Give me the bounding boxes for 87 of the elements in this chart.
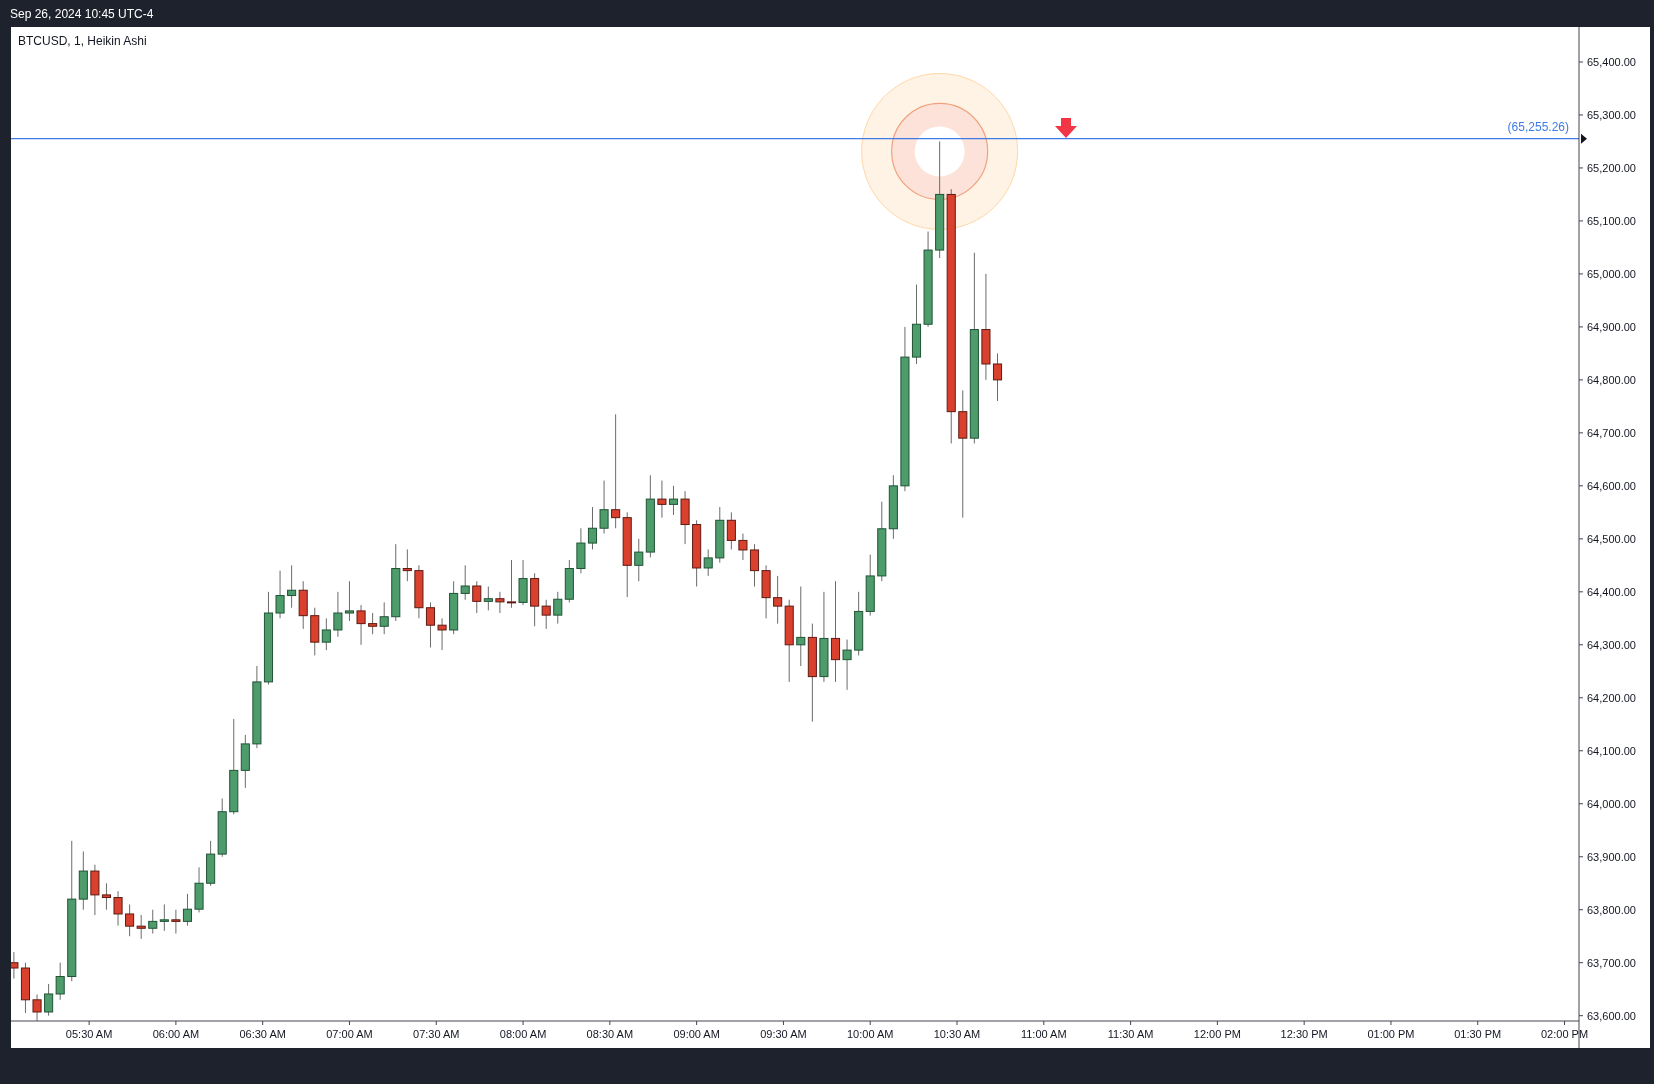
candlestick: [136, 914, 146, 940]
y-tick-label: 63,600.00: [1587, 1009, 1636, 1022]
x-tick-label: 10:30 AM: [933, 1028, 981, 1040]
candlestick: [703, 548, 713, 577]
candlestick: [842, 639, 852, 691]
candlestick: [749, 543, 760, 588]
candlestick: [437, 617, 447, 651]
x-tick-label: 07:30 AM: [413, 1028, 460, 1040]
chart-subtitle: Sep 26, 2024 10:45 UTC-4: [10, 7, 154, 21]
ref-line-label: (65,255.26): [1507, 119, 1569, 134]
candlestick: [541, 599, 551, 630]
candlestick: [90, 864, 100, 916]
y-tick-label: 65,100.00: [1587, 214, 1636, 227]
candlestick: [483, 586, 493, 611]
y-tick-label: 63,900.00: [1587, 850, 1636, 863]
x-tick-label: 11:00 AM: [1020, 1028, 1067, 1040]
x-tick-label: 01:00 PM: [1367, 1028, 1415, 1040]
y-tick-label: 64,500.00: [1587, 532, 1636, 545]
y-tick-label: 64,000.00: [1587, 797, 1636, 810]
y-tick-label: 65,400.00: [1587, 55, 1636, 68]
x-tick-label: 12:30 PM: [1280, 1028, 1328, 1040]
candlestick: [796, 586, 806, 667]
y-tick-label: 64,700.00: [1587, 426, 1636, 439]
y-tick-label: 64,300.00: [1587, 638, 1636, 651]
y-tick-label: 64,800.00: [1587, 373, 1636, 386]
candlestick: [738, 533, 748, 561]
x-tick-label: 01:30 PM: [1454, 1028, 1502, 1040]
candlestick: [113, 890, 123, 927]
candlestick: [830, 580, 841, 683]
candlestick: [171, 909, 181, 935]
candlestick: [599, 480, 609, 535]
y-tick-label: 63,800.00: [1587, 903, 1636, 916]
candlestick: [657, 480, 667, 519]
candlestick: [379, 601, 389, 635]
y-tick-label: 64,100.00: [1587, 744, 1636, 757]
y-tick-label: 65,000.00: [1587, 267, 1636, 280]
y-tick-label: 65,300.00: [1587, 108, 1636, 121]
candlestick: [634, 538, 644, 582]
y-tick-label: 64,200.00: [1587, 691, 1636, 704]
candlestick: [148, 909, 158, 935]
candlestick: [275, 570, 285, 619]
candlestick: [32, 994, 42, 1021]
candlestick: [611, 413, 621, 529]
candlestick: [125, 903, 135, 937]
candlestick: [495, 591, 505, 614]
candlestick: [425, 601, 436, 648]
candlestick: [11, 951, 19, 980]
candlestick: [506, 559, 517, 609]
candlestick: [587, 506, 598, 550]
x-tick-label: 11:30 AM: [1107, 1028, 1154, 1040]
candlestick: [460, 564, 470, 601]
y-tick-label: 64,400.00: [1587, 585, 1636, 598]
candlestick: [55, 962, 65, 1001]
x-tick-label: 09:30 AM: [760, 1028, 807, 1040]
x-tick-label: 12:00 PM: [1193, 1028, 1241, 1040]
candlestick: [992, 352, 1003, 402]
candlestick: [402, 548, 412, 582]
x-tick-label: 06:00 AM: [152, 1028, 200, 1040]
candlestick: [321, 617, 331, 651]
y-tick-label: 63,700.00: [1587, 956, 1636, 969]
candlestick: [159, 903, 169, 932]
candlestick: [726, 511, 736, 550]
candlestick: [668, 485, 679, 516]
candlestick: [356, 604, 366, 646]
y-tick-label: 64,600.00: [1587, 479, 1636, 492]
x-tick-label: 06:30 AM: [239, 1028, 286, 1040]
x-tick-label: 08:00 AM: [499, 1028, 547, 1040]
candlestick: [773, 575, 783, 625]
x-tick-label: 02:00 PM: [1540, 1028, 1589, 1040]
candlestick: [287, 564, 297, 609]
candlestick: [472, 580, 482, 614]
x-tick-label: 08:30 AM: [586, 1028, 634, 1040]
y-tick-label: 65,200.00: [1587, 161, 1636, 174]
text: BTCUSD, 1, Heikin Ashi: [18, 34, 147, 48]
candlestick: [344, 580, 355, 622]
x-tick-label: 09:00 AM: [673, 1028, 720, 1040]
y-tick-label: 64,900.00: [1587, 320, 1636, 333]
candlestick: [101, 882, 112, 911]
candlestick: [553, 591, 563, 625]
candlestick: [44, 983, 54, 1017]
candlestick: [333, 591, 343, 638]
candlestick: [368, 612, 378, 635]
x-tick-label: 10:00 AM: [846, 1028, 894, 1040]
candlestick: [182, 893, 193, 927]
x-tick-label: 07:00 AM: [326, 1028, 373, 1040]
x-tick-label: 05:30 AM: [65, 1028, 113, 1040]
candlestick: [518, 559, 528, 606]
